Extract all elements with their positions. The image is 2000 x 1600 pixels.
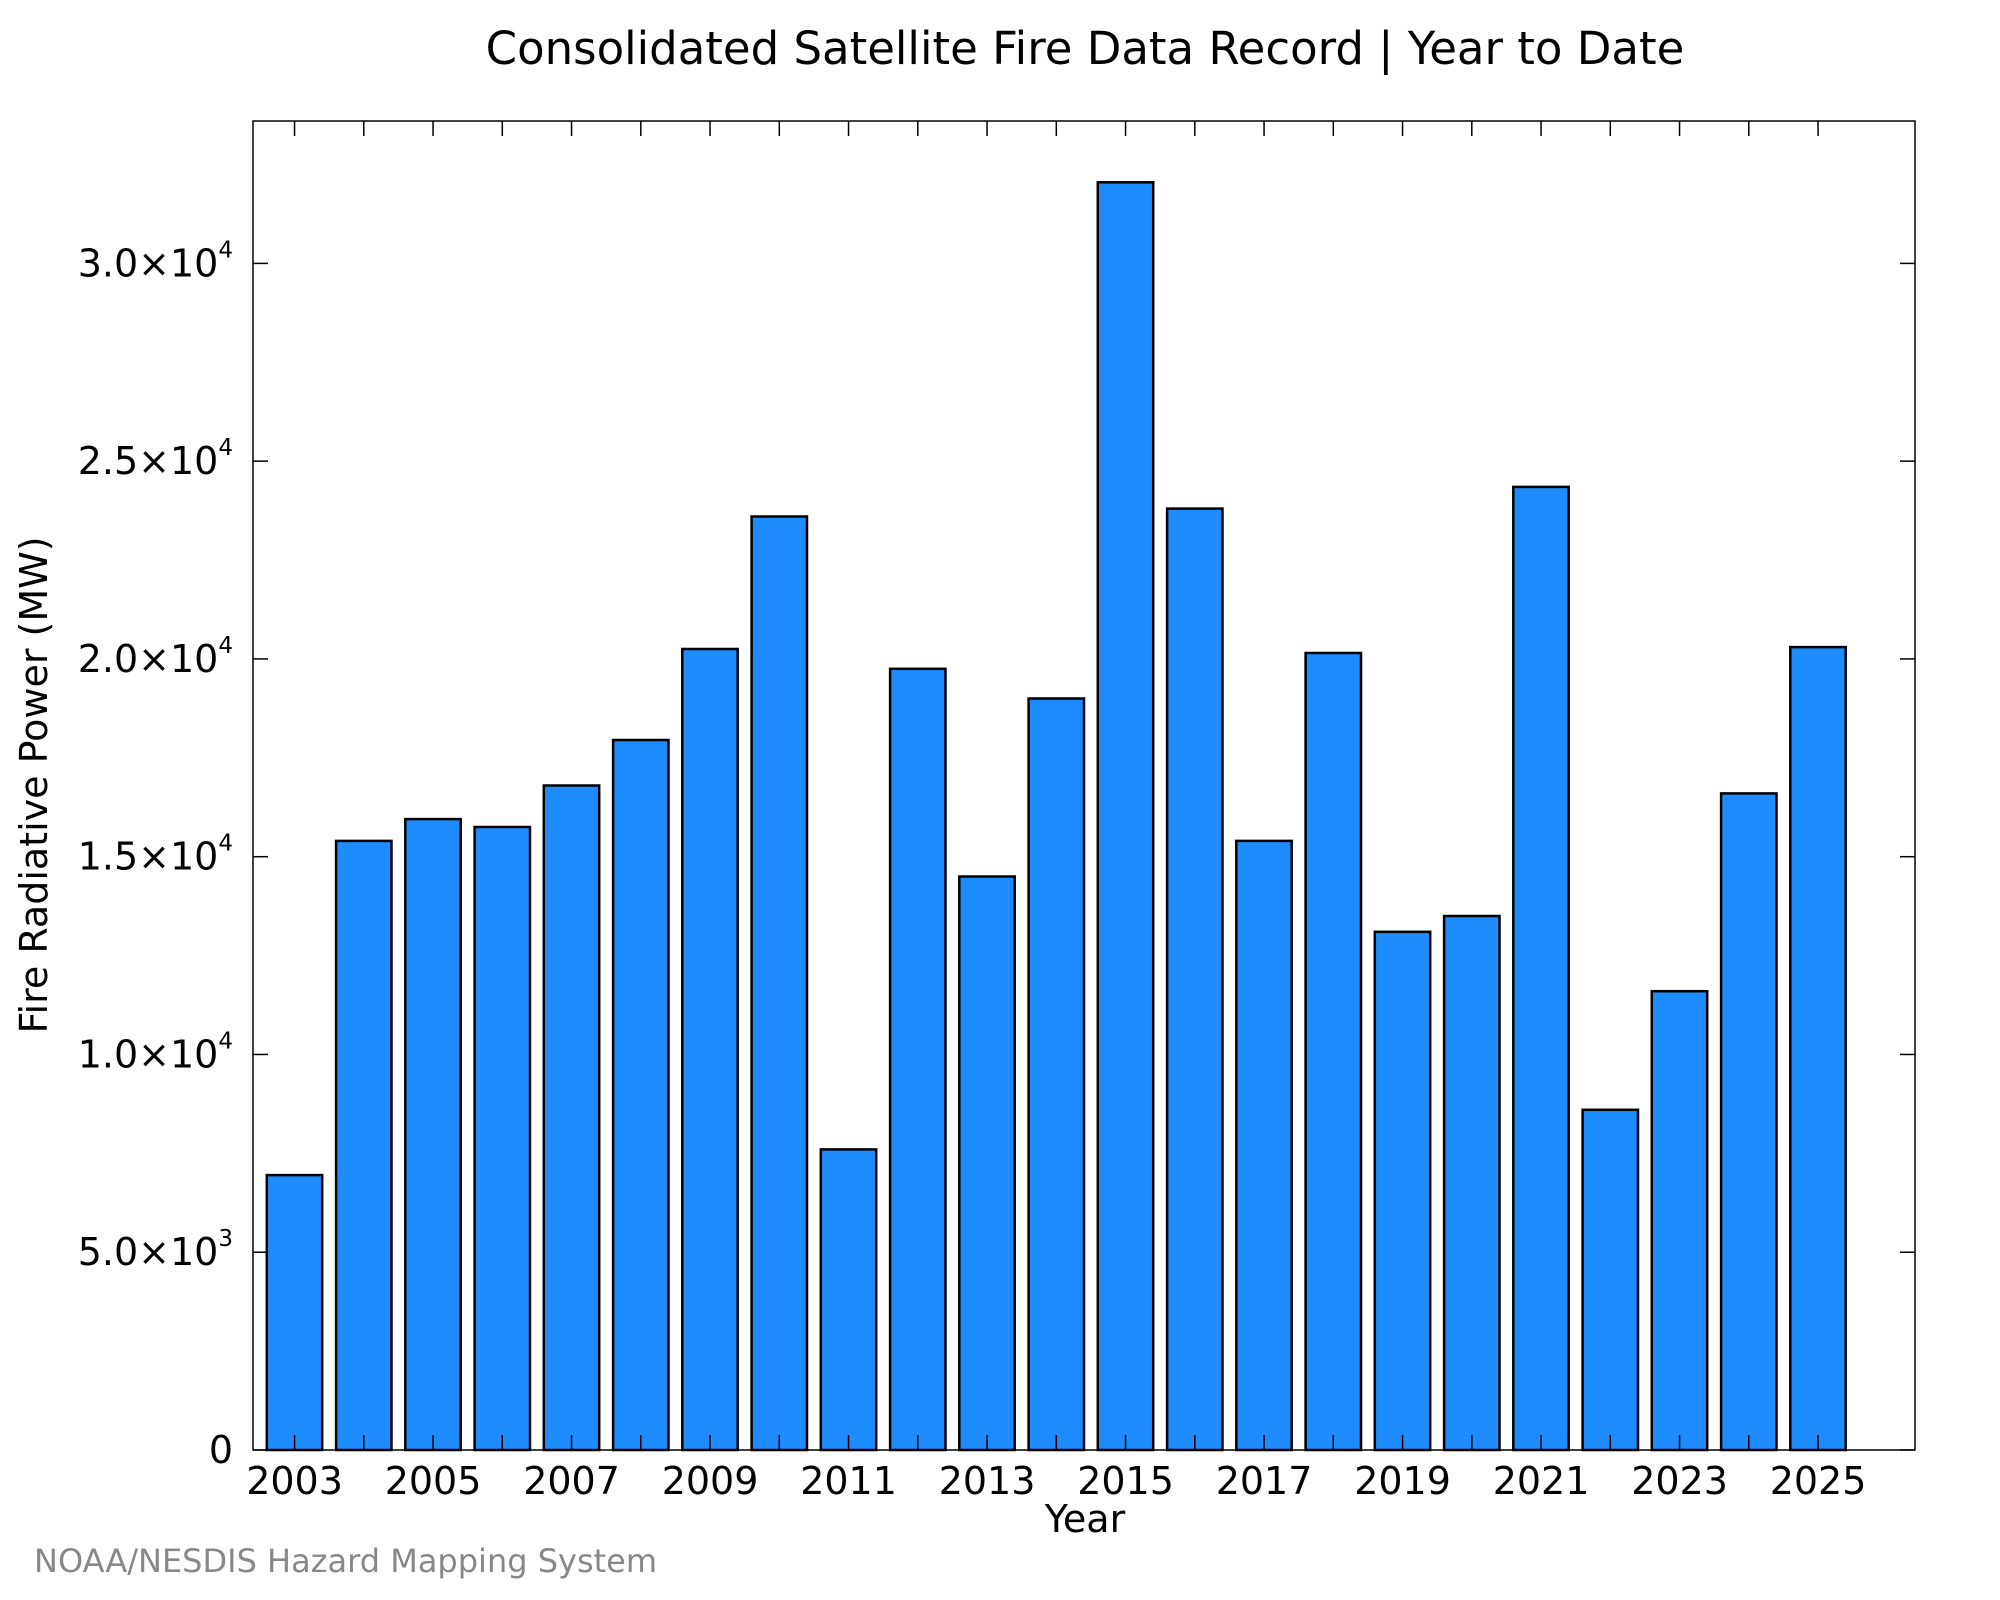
bar-2012: [888, 667, 947, 1452]
bar-2014: [1027, 697, 1086, 1452]
x-axis-ticks: 2003 2005 2007 2009 2011 2013 2015 2017 2019 2021…: [246, 121, 1866, 1503]
bar-2018: [1304, 651, 1363, 1452]
bar-2024: [1719, 792, 1778, 1452]
x-tick-label: 2009: [662, 1459, 759, 1503]
x-tick-label: 2005: [385, 1459, 482, 1503]
bar-2010: [750, 515, 809, 1452]
chart-title: Consolidated Satellite Fire Data Record …: [486, 22, 1685, 75]
source-credit: NOAA/NESDIS Hazard Mapping System: [34, 1542, 657, 1580]
bar-2011: [819, 1148, 878, 1452]
y-tick-label: 2.5×104: [78, 435, 233, 483]
y-tick-label: 1.5×104: [78, 831, 233, 879]
bar-2006: [473, 825, 532, 1452]
y-axis-label: Fire Radiative Power (MW): [12, 536, 56, 1033]
bar-2022: [1581, 1108, 1640, 1452]
bar-2015: [1096, 181, 1155, 1452]
x-tick-label: 2011: [800, 1459, 897, 1503]
bar-2021: [1512, 485, 1570, 1452]
bar-2007: [542, 784, 601, 1452]
y-axis-ticks: 0 5.0×103 1.0×104 1.5×104 2.0×104 2.5×104 3.0×…: [78, 237, 1915, 1472]
bar-2005: [404, 817, 462, 1452]
bar-2013: [958, 875, 1016, 1452]
plot-frame: [252, 120, 1916, 1451]
y-tick-label: 5.0×103: [78, 1226, 233, 1274]
bar-2008: [611, 738, 670, 1452]
y-tick-label: 2.0×104: [78, 633, 233, 681]
bar-2019: [1373, 930, 1432, 1452]
x-tick-label: 2013: [939, 1459, 1036, 1503]
bar-2023: [1650, 989, 1709, 1452]
bar-series: [265, 181, 1847, 1452]
bar-2017: [1235, 839, 1293, 1452]
y-tick-label: 1.0×104: [78, 1028, 233, 1076]
x-axis-label: Year: [1044, 1497, 1126, 1541]
x-tick-label: 2015: [1077, 1459, 1174, 1503]
y-tick-label: 0: [209, 1428, 233, 1472]
x-tick-label: 2017: [1216, 1459, 1313, 1503]
x-tick-label: 2025: [1770, 1459, 1867, 1503]
x-tick-label: 2021: [1493, 1459, 1590, 1503]
x-tick-label: 2019: [1354, 1459, 1451, 1503]
bar-2003: [265, 1173, 324, 1452]
y-tick-label: 3.0×104: [78, 237, 233, 285]
bar-2025: [1789, 645, 1847, 1452]
bar-2016: [1165, 507, 1224, 1452]
bar-2009: [681, 647, 739, 1452]
x-tick-label: 2023: [1631, 1459, 1728, 1503]
bar-2004: [334, 839, 393, 1452]
x-tick-label: 2007: [523, 1459, 620, 1503]
x-tick-label: 2003: [246, 1459, 343, 1503]
bar-2020: [1442, 914, 1501, 1452]
